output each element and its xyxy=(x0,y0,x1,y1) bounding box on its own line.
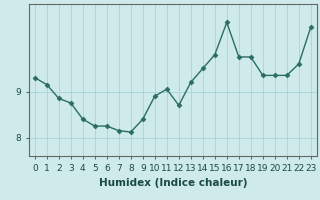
X-axis label: Humidex (Indice chaleur): Humidex (Indice chaleur) xyxy=(99,178,247,188)
